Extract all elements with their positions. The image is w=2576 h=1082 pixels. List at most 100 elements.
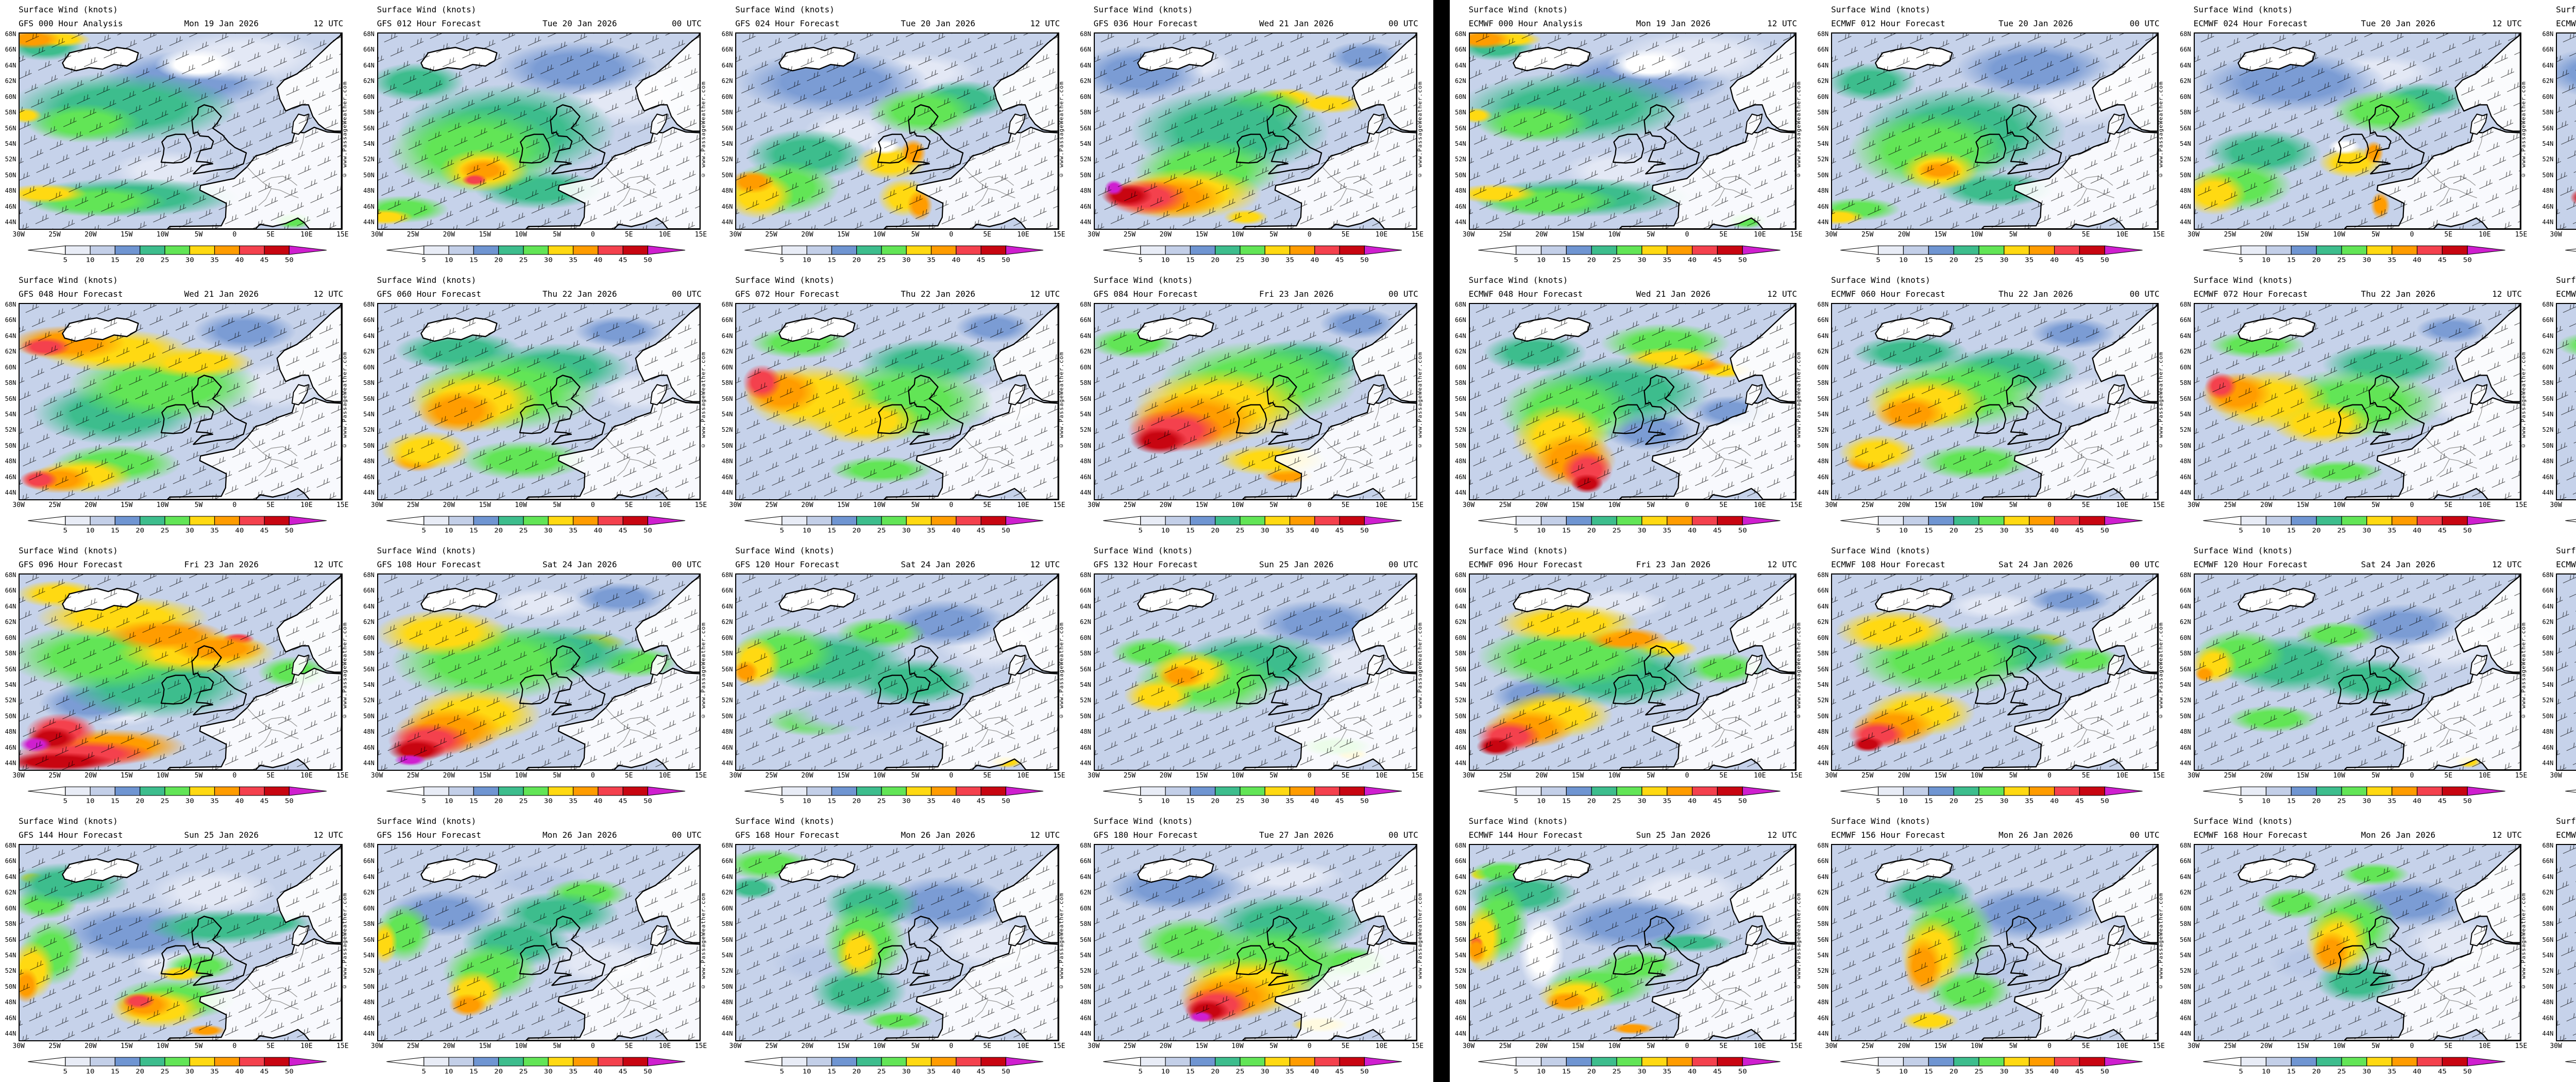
svg-text:45: 45 xyxy=(977,257,986,263)
lat-tick-label: 62N xyxy=(1080,348,1091,356)
lat-tick-label: 56N xyxy=(721,395,733,402)
lon-tick-label: 30W xyxy=(729,501,741,510)
longitude-axis: 30W 25W 20W 15W 10W 5W 0 5E 10E 15E xyxy=(1463,1042,1802,1051)
latitude-axis: 68N 66N 64N 62N 60N 58N 56N 54N 52N 50N 48N 46N 44N xyxy=(0,301,18,500)
latitude-axis: 68N 66N 64N 62N 60N 58N 56N 54N 52N 50N 48N 46N 44N xyxy=(1812,301,1830,500)
lon-tick-label: 0 xyxy=(2047,1042,2052,1051)
wind-speed-colorbar: 5 10 15 20 25 30 35 40 45 50 xyxy=(2203,1057,2505,1074)
lat-tick-label: 64N xyxy=(1080,61,1091,69)
lon-tick-label: 10E xyxy=(658,772,671,780)
lat-tick-label: 54N xyxy=(1080,681,1091,688)
lat-tick-label: 58N xyxy=(2180,379,2191,387)
panel-valid-time: 12 UTC xyxy=(2492,19,2522,29)
lat-tick-label: 62N xyxy=(1455,77,1466,85)
svg-text:40: 40 xyxy=(952,798,961,804)
svg-text:45: 45 xyxy=(260,527,269,533)
svg-text:30: 30 xyxy=(1260,798,1269,804)
watermark: © www.PassageWeather.com xyxy=(1416,892,1423,990)
svg-text:5: 5 xyxy=(1876,1068,1881,1074)
lat-tick-label: 66N xyxy=(5,857,16,865)
panel-model-run-label: GFS 084 Hour Forecast xyxy=(1093,289,1198,299)
lat-tick-label: 66N xyxy=(721,857,733,865)
svg-text:40: 40 xyxy=(952,527,961,533)
wind-barbs-layer xyxy=(2557,574,2576,770)
lat-tick-label: 52N xyxy=(363,156,375,163)
lat-tick-label: 60N xyxy=(1455,904,1466,912)
lat-tick-label: 46N xyxy=(1080,473,1091,481)
latitude-axis: 68N 66N 64N 62N 60N 58N 56N 54N 52N 50N 48N 46N 44N xyxy=(2175,301,2192,500)
lon-tick-label: 0 xyxy=(2047,772,2052,780)
forecast-panel: Surface Wind (knots) GFS 072 Hour Foreca… xyxy=(717,270,1075,541)
lat-tick-label: 58N xyxy=(721,920,733,928)
svg-text:45: 45 xyxy=(977,527,986,533)
svg-text:5: 5 xyxy=(421,798,426,804)
lat-tick-label: 68N xyxy=(1455,301,1466,309)
panel-valid-date: Sun 25 Jan 2026 xyxy=(1636,830,1711,840)
svg-text:35: 35 xyxy=(2025,257,2033,263)
svg-text:15: 15 xyxy=(1186,798,1195,804)
lat-tick-label: 46N xyxy=(1455,743,1466,751)
lon-tick-label: 30W xyxy=(12,231,25,239)
watermark: © www.PassageWeather.com xyxy=(1795,351,1802,449)
wind-field-map xyxy=(735,573,1059,771)
lon-tick-label: 15E xyxy=(1790,1042,1803,1051)
wind-barbs-layer xyxy=(378,304,700,500)
svg-text:15: 15 xyxy=(111,527,120,533)
panel-model-run-label: GFS 168 Hour Forecast xyxy=(735,830,840,840)
svg-text:40: 40 xyxy=(2413,257,2421,263)
svg-text:15: 15 xyxy=(1924,257,1933,263)
panel-model-run-label: GFS 000 Hour Analysis xyxy=(19,19,123,29)
lat-tick-label: 50N xyxy=(1080,712,1091,720)
lat-tick-label: 54N xyxy=(721,140,733,147)
lat-tick-label: 52N xyxy=(1455,967,1466,975)
lon-tick-label: 20W xyxy=(2260,772,2273,780)
svg-text:45: 45 xyxy=(2438,527,2447,533)
panel-valid-date: Wed 21 Jan 2026 xyxy=(1259,19,1334,29)
lon-tick-label: 20W xyxy=(1159,772,1172,780)
lon-tick-label: 5W xyxy=(2371,1042,2380,1051)
watermark: © www.PassageWeather.com xyxy=(1795,622,1802,720)
lat-tick-label: 48N xyxy=(721,999,733,1006)
lon-tick-label: 10W xyxy=(515,772,527,780)
lat-tick-label: 44N xyxy=(2180,1030,2191,1038)
panel-model-run-label: GFS 144 Hour Forecast xyxy=(19,830,123,840)
latitude-axis: 68N 66N 64N 62N 60N 58N 56N 54N 52N 50N 48N 46N 44N xyxy=(1075,301,1093,500)
panel-model-run-label: GFS 180 Hour Forecast xyxy=(1093,830,1198,840)
svg-text:5: 5 xyxy=(2239,527,2243,533)
panel-valid-time: 00 UTC xyxy=(2129,830,2160,840)
svg-text:45: 45 xyxy=(618,798,627,804)
svg-text:20: 20 xyxy=(135,527,144,533)
lon-tick-label: 10W xyxy=(1970,1042,1983,1051)
wind-speed-colorbar: 5 10 15 20 25 30 35 40 45 50 xyxy=(28,516,327,533)
lon-tick-label: 25W xyxy=(2224,501,2236,510)
lat-tick-label: 68N xyxy=(1817,842,1829,850)
panel-valid-date: Thu 22 Jan 2026 xyxy=(543,289,617,299)
latitude-axis: 68N 66N 64N 62N 60N 58N 56N 54N 52N 50N 48N 46N 44N xyxy=(717,571,734,771)
lon-tick-label: 10E xyxy=(2479,501,2491,510)
wind-speed-colorbar: 5 10 15 20 25 30 35 40 45 50 xyxy=(386,786,685,804)
lon-tick-label: 15E xyxy=(2153,1042,2165,1051)
lon-tick-label: 15W xyxy=(1571,501,1584,510)
forecast-panel: Surface Wind (knots) GFS 156 Hour Foreca… xyxy=(359,812,717,1082)
lat-tick-label: 62N xyxy=(5,618,16,626)
wind-field-map xyxy=(377,303,701,501)
lat-tick-label: 64N xyxy=(363,602,375,610)
svg-text:20: 20 xyxy=(494,798,503,804)
wind-barbs-layer xyxy=(736,304,1058,500)
panel-valid-date: Mon 26 Jan 2026 xyxy=(901,830,976,840)
lon-tick-label: 5W xyxy=(1269,231,1278,239)
lon-tick-label: 25W xyxy=(1499,772,1511,780)
lat-tick-label: 48N xyxy=(1080,999,1091,1006)
lon-tick-label: 5E xyxy=(2444,1042,2453,1051)
lat-tick-label: 60N xyxy=(2180,363,2191,371)
lon-tick-label: 20W xyxy=(84,772,97,780)
panel-valid-time: 12 UTC xyxy=(313,289,344,299)
lon-tick-label: 25W xyxy=(1123,231,1136,239)
lat-tick-label: 56N xyxy=(2180,124,2191,132)
lat-tick-label: 46N xyxy=(721,1014,733,1022)
svg-text:20: 20 xyxy=(1211,257,1219,263)
lat-tick-label: 44N xyxy=(5,489,16,497)
panel-header: GFS 072 Hour Forecast Thu 22 Jan 2026 12… xyxy=(735,289,1060,299)
svg-text:50: 50 xyxy=(1738,1068,1747,1074)
lat-tick-label: 68N xyxy=(2542,571,2554,579)
